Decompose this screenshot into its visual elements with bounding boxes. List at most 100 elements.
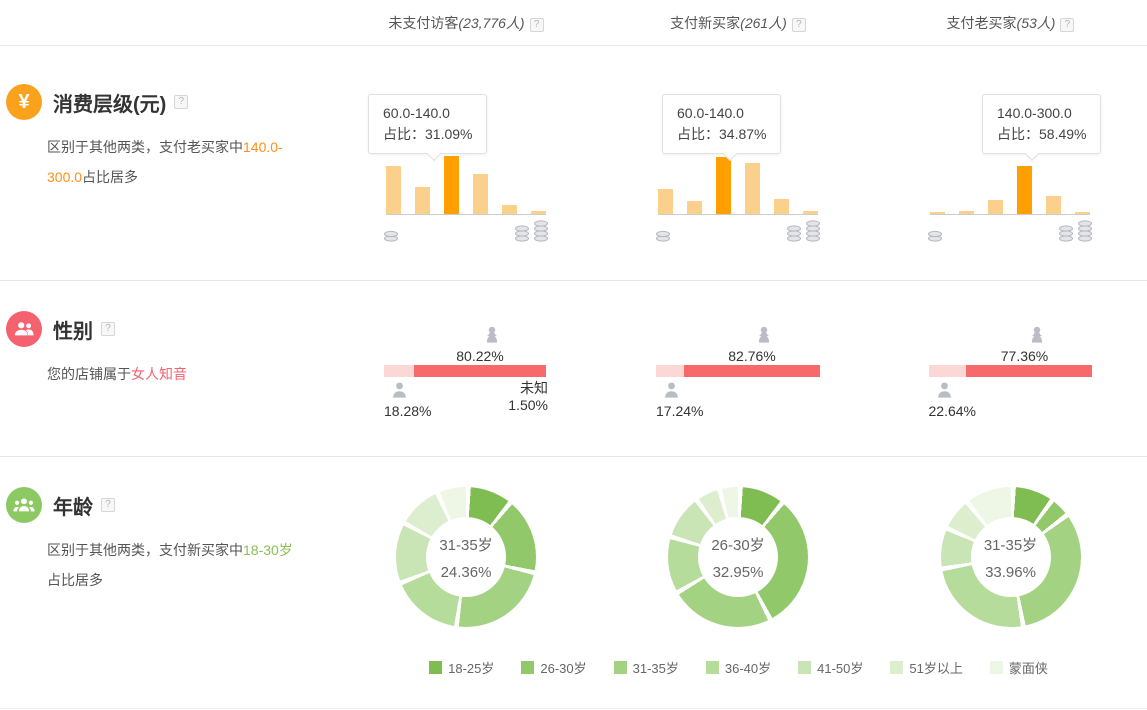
legend-chip (890, 661, 904, 674)
segment-header-unpaid-visitors: 未支付访客(23,776人)? (330, 13, 602, 33)
donut-center-label: 31-35岁 24.36% (426, 517, 506, 597)
bar[interactable] (1075, 212, 1090, 214)
section-title: 年龄 (53, 496, 93, 519)
bar[interactable] (386, 166, 401, 214)
consumption-bars[interactable] (930, 152, 1090, 215)
male-percentage: 18.28% (384, 403, 432, 419)
male-segment[interactable] (384, 365, 414, 377)
desc-text: 区别于其他两类，支付新买家中 (47, 542, 243, 558)
female-segment[interactable] (684, 365, 820, 377)
three-people-icon (6, 487, 42, 523)
help-icon[interactable]: ? (529, 17, 544, 32)
bar[interactable] (930, 212, 945, 214)
legend-item[interactable]: 31-35岁 (613, 658, 679, 677)
bar[interactable] (415, 187, 430, 214)
male-segment[interactable] (928, 365, 966, 377)
bar[interactable] (745, 163, 760, 214)
bar[interactable] (687, 201, 702, 214)
bar[interactable] (1017, 166, 1032, 214)
age-chart-repeat-buyers: 31-35岁 33.96% (874, 457, 1147, 708)
consumption-label-cell: ¥ 消费层级(元) ? 区别于其他两类，支付老买家中140.0-300.0占比居… (0, 46, 330, 280)
legend-label: 18-25岁 (448, 661, 495, 676)
male-icon (937, 382, 951, 398)
legend-label: 蒙面侠 (1008, 661, 1048, 676)
donut-percentage: 33.96% (985, 563, 1036, 581)
gender-stacked-bar[interactable] (656, 365, 820, 377)
axis-coins (383, 220, 549, 242)
help-icon[interactable]: ? (101, 498, 115, 512)
consumption-chart-unpaid-visitors: 60.0-140.0 占比：31.09% (330, 46, 602, 280)
small-coins-icon (928, 230, 942, 242)
tooltip-range: 60.0-140.0 (677, 105, 744, 121)
bar[interactable] (502, 205, 517, 214)
medium-coins-icon (1059, 225, 1073, 242)
gender-chart-new-buyers: 82.76% 17.24% (602, 281, 874, 456)
legend-item[interactable]: 41-50岁 (798, 658, 863, 677)
female-percentage: 77.36% (1000, 348, 1049, 364)
male-segment[interactable] (656, 365, 685, 377)
bar[interactable] (959, 211, 974, 214)
medium-coins-icon (787, 225, 801, 242)
consumption-bars[interactable] (658, 152, 818, 215)
tooltip-ratio: 占比：34.87% (677, 126, 767, 142)
legend-label: 41-50岁 (817, 661, 864, 676)
legend-item[interactable]: 26-30岁 (521, 658, 587, 677)
legend-item[interactable]: 18-25岁 (429, 658, 494, 677)
large-coins-icon (1078, 220, 1092, 242)
bar[interactable] (531, 211, 546, 214)
male-icon (393, 382, 406, 398)
tooltip-ratio: 占比：31.09% (383, 126, 473, 142)
axis-coins (655, 220, 821, 242)
gender-stacked-bar[interactable] (384, 365, 548, 377)
legend-item[interactable]: 51岁以上 (890, 658, 963, 677)
bar[interactable] (1046, 196, 1061, 214)
gender-stacked-bar[interactable] (928, 365, 1093, 377)
legend-label: 51岁以上 (909, 661, 963, 676)
gender-chart-unpaid-visitors: 80.22% 18.28% 未知 1.50% (330, 281, 602, 456)
female-icon (758, 326, 770, 343)
age-label-cell: 年龄 ? 区别于其他两类，支付新买家中18-30岁占比居多 (0, 457, 330, 708)
male-percentage: 17.24% (656, 403, 704, 419)
bar[interactable] (803, 211, 818, 214)
consumption-bars[interactable] (386, 152, 546, 215)
segment-count: (53人) (1016, 14, 1056, 31)
segment-name: 支付老买家 (946, 14, 1017, 31)
legend-item[interactable]: 蒙面侠 (989, 658, 1048, 677)
bar[interactable] (988, 200, 1003, 214)
legend-item[interactable]: 36-40岁 (705, 658, 771, 677)
age-legend: 18-25岁 26-30岁 31-35岁 36-40岁 41-50岁 51岁以上… (330, 658, 1147, 677)
legend-chip (429, 661, 443, 674)
gender-chart-repeat-buyers: 77.36% 22.64% (874, 281, 1147, 456)
bar[interactable] (444, 156, 459, 214)
help-icon[interactable]: ? (101, 322, 115, 336)
help-icon[interactable]: ? (174, 95, 189, 109)
bar[interactable] (658, 189, 673, 214)
male-icon (665, 382, 678, 398)
unknown-label: 未知 (520, 380, 548, 396)
legend-chip (521, 661, 535, 674)
donut-center-label: 31-35岁 33.96% (970, 517, 1051, 597)
age-chart-unpaid-visitors: 31-35岁 24.36% (330, 457, 602, 708)
female-segment[interactable] (413, 365, 546, 377)
consumption-chart-repeat-buyers: 140.0-300.0 占比：58.49% (874, 46, 1147, 280)
two-people-icon (6, 311, 42, 347)
bar[interactable] (473, 174, 488, 214)
consumption-level-section: ¥ 消费层级(元) ? 区别于其他两类，支付老买家中140.0-300.0占比居… (0, 46, 1147, 281)
axis-coins (927, 220, 1093, 242)
donut-age-range: 31-35岁 (983, 536, 1038, 554)
female-icon (486, 326, 498, 343)
bar[interactable] (716, 157, 731, 214)
bar[interactable] (774, 199, 789, 214)
female-percentage: 80.22% (456, 348, 504, 364)
segment-count: (261人) (740, 14, 787, 31)
donut-percentage: 32.95% (712, 563, 764, 581)
help-icon[interactable]: ? (791, 17, 806, 32)
female-segment[interactable] (965, 365, 1093, 377)
gender-label-cell: 性别 ? 您的店铺属于女人知音 (0, 281, 330, 456)
tooltip-range: 140.0-300.0 (997, 105, 1072, 121)
gender-section: 性别 ? 您的店铺属于女人知音 80.22% 18.28% 未知 1.50% (0, 281, 1147, 457)
bar-tooltip: 60.0-140.0 占比：31.09% (368, 94, 488, 162)
help-icon[interactable]: ? (1060, 17, 1075, 32)
unknown-value: 1.50% (508, 397, 548, 413)
